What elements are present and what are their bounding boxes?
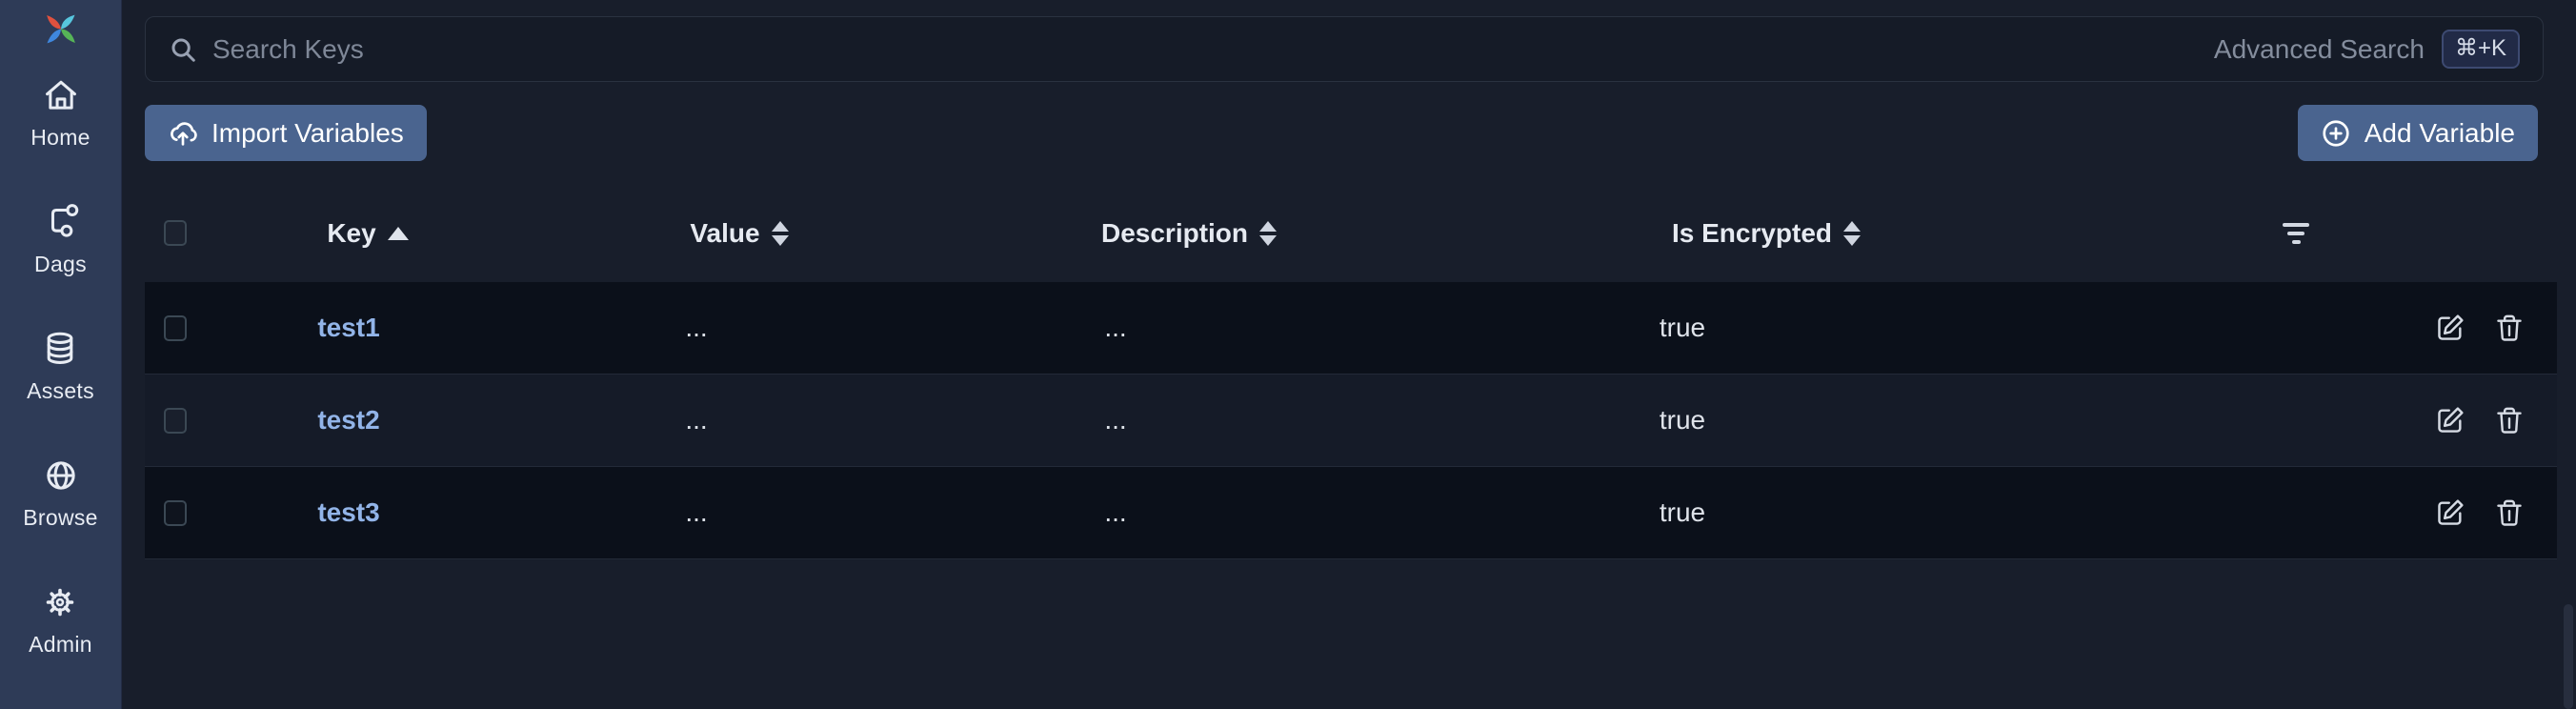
sidebar-item-dags[interactable]: Dags — [34, 202, 87, 277]
import-variables-label: Import Variables — [211, 117, 404, 148]
variable-description: ... — [1104, 405, 1127, 435]
row-checkbox[interactable] — [164, 499, 187, 526]
search-input[interactable] — [211, 32, 2214, 66]
sort-icon — [1259, 220, 1278, 246]
variable-is-encrypted: true — [1659, 405, 1706, 435]
column-header-key[interactable]: Key — [225, 218, 511, 249]
sidebar-item-admin[interactable]: Admin — [29, 582, 92, 658]
delete-variable-button[interactable] — [2493, 404, 2526, 436]
assets-icon — [48, 332, 73, 364]
variable-description: ... — [1104, 313, 1127, 342]
sidebar-item-home[interactable]: Home — [30, 75, 91, 151]
edit-icon — [2438, 499, 2464, 525]
toolbar: Import Variables Add Variable — [145, 105, 2538, 161]
vertical-scrollbar[interactable] — [2564, 604, 2573, 709]
variable-is-encrypted: true — [1659, 497, 1706, 527]
table-row: test3 ... ... true — [145, 467, 2557, 559]
sidebar-item-label: Dags — [34, 252, 87, 276]
sidebar-nav: Home Dags Assets Bro — [23, 75, 98, 709]
trash-icon — [2497, 314, 2522, 341]
variable-value: ... — [685, 313, 708, 342]
dags-icon — [50, 204, 78, 237]
sidebar: Home Dags Assets Bro — [0, 0, 122, 709]
airflow-logo[interactable] — [25, 13, 97, 45]
variable-key-link[interactable]: test1 — [317, 313, 380, 342]
sidebar-item-label: Browse — [23, 505, 98, 530]
sidebar-item-label: Home — [30, 125, 91, 150]
table-row: test2 ... ... true — [145, 375, 2557, 467]
sidebar-item-label: Admin — [29, 632, 92, 657]
edit-variable-button[interactable] — [2434, 312, 2466, 344]
edit-icon — [2438, 314, 2464, 340]
variable-description: ... — [1104, 497, 1127, 527]
home-icon — [45, 80, 76, 110]
shortcut-badge: ⌘+K — [2441, 30, 2520, 69]
row-checkbox[interactable] — [164, 314, 187, 341]
select-all-checkbox[interactable] — [164, 220, 187, 246]
column-header-is-encrypted[interactable]: Is Encrypted — [1414, 218, 2119, 249]
sidebar-item-label: Assets — [27, 378, 94, 403]
edit-icon — [2438, 407, 2464, 433]
add-variable-label: Add Variable — [2364, 117, 2515, 148]
delete-variable-button[interactable] — [2493, 312, 2526, 344]
column-header-value[interactable]: Value — [534, 218, 944, 249]
search-bar: Advanced Search ⌘+K — [145, 16, 2544, 82]
variable-is-encrypted: true — [1659, 313, 1706, 342]
advanced-search-link[interactable]: Advanced Search — [2213, 33, 2425, 64]
trash-icon — [2497, 407, 2522, 434]
sidebar-item-assets[interactable]: Assets — [27, 329, 94, 404]
variable-key-link[interactable]: test2 — [317, 405, 380, 435]
edit-variable-button[interactable] — [2434, 496, 2466, 529]
search-icon — [171, 38, 195, 62]
sort-asc-icon — [387, 226, 409, 240]
sidebar-item-browse[interactable]: Browse — [23, 456, 98, 531]
plus-circle-icon — [2323, 119, 2349, 147]
delete-variable-button[interactable] — [2493, 496, 2526, 529]
variable-value: ... — [685, 497, 708, 527]
variable-value: ... — [685, 405, 708, 435]
main-content: Advanced Search ⌘+K Import Variables Add… — [122, 0, 2576, 709]
import-variables-button[interactable]: Import Variables — [145, 105, 427, 161]
sort-icon — [771, 220, 789, 246]
variables-table: Key Value Description Is Encrypted — [145, 184, 2557, 559]
filter-button[interactable] — [2035, 222, 2557, 244]
table-header: Key Value Description Is Encrypted — [145, 184, 2557, 282]
row-checkbox[interactable] — [164, 407, 187, 434]
filter-icon — [2283, 222, 2309, 244]
cloud-upload-icon — [171, 121, 197, 146]
add-variable-button[interactable]: Add Variable — [2297, 105, 2538, 161]
column-header-description[interactable]: Description — [975, 218, 1403, 249]
browse-icon — [46, 461, 75, 490]
edit-variable-button[interactable] — [2434, 404, 2466, 436]
admin-icon — [47, 588, 74, 617]
sort-icon — [1843, 220, 1862, 246]
trash-icon — [2497, 499, 2522, 526]
variable-key-link[interactable]: test3 — [317, 497, 380, 527]
table-row: test1 ... ... true — [145, 282, 2557, 375]
